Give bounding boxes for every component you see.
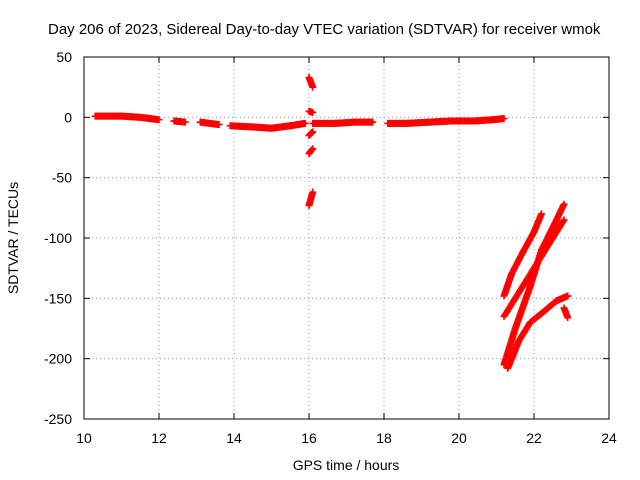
- x-tick-label: 24: [601, 430, 617, 446]
- y-tick-label: -150: [44, 290, 72, 306]
- data-point: [309, 128, 317, 136]
- data-point: [309, 83, 317, 91]
- y-tick-label: 50: [56, 49, 72, 65]
- data-point: [369, 118, 377, 126]
- y-tick-label: 0: [64, 109, 72, 125]
- data-point: [538, 210, 545, 218]
- chart-title: Day 206 of 2023, Sidereal Day-to-day VTE…: [48, 21, 601, 38]
- data-point: [309, 188, 317, 196]
- x-tick-label: 18: [376, 430, 392, 446]
- x-tick-label: 20: [451, 430, 467, 446]
- data-point: [560, 200, 568, 208]
- x-tick-label: 10: [76, 430, 92, 446]
- data-points: [91, 74, 572, 372]
- x-axis-label: GPS time / hours: [293, 457, 400, 473]
- data-point: [500, 115, 508, 123]
- y-tick-label: -250: [44, 411, 72, 427]
- x-tick-label: 16: [301, 430, 317, 446]
- y-tick-labels: 50 0 -50 -100 -150 -200 -250: [44, 49, 72, 427]
- y-tick-label: -50: [52, 170, 72, 186]
- data-point: [309, 145, 317, 153]
- data-point: [564, 314, 572, 322]
- data-point: [155, 116, 163, 124]
- x-tick-label: 22: [526, 430, 542, 446]
- data-point: [181, 118, 189, 126]
- y-axis-label: SDTVAR / TECUs: [5, 182, 21, 294]
- x-tick-label: 12: [151, 430, 167, 446]
- data-point: [215, 121, 223, 129]
- data-point: [559, 217, 567, 225]
- data-point: [309, 109, 317, 117]
- x-tick-label: 14: [226, 430, 242, 446]
- y-tick-label: -200: [44, 351, 72, 367]
- data-point: [560, 216, 568, 224]
- x-tick-labels: 10 12 14 16 18 20 22 24: [76, 430, 617, 446]
- y-tick-label: -100: [44, 230, 72, 246]
- data-point: [301, 119, 309, 127]
- axis-ticks: [83, 56, 610, 420]
- data-point: [564, 292, 572, 300]
